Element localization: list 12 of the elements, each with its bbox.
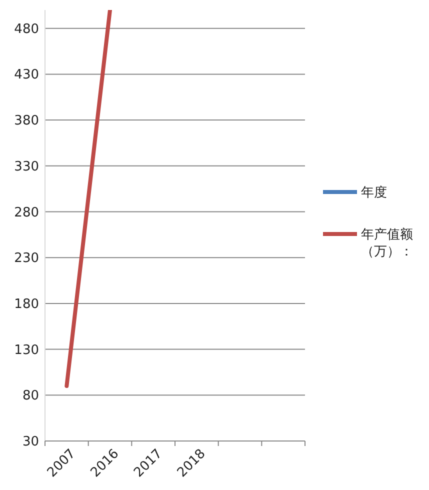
y-tick-label: 380 — [14, 114, 39, 129]
y-tick-label: 280 — [14, 205, 39, 220]
y-tick-label: 430 — [14, 68, 39, 83]
y-tick-label: 180 — [14, 296, 39, 312]
y-tick-label: 330 — [14, 159, 39, 174]
y-tick-label: 130 — [14, 342, 39, 358]
legend-label: 年度 — [361, 184, 387, 201]
y-tick-label: 30 — [22, 434, 39, 450]
y-tick-label: 480 — [14, 22, 39, 37]
y-tick-label: 230 — [14, 251, 39, 266]
legend-label: 年产值额（万）： — [361, 228, 413, 260]
y-tick-label: 80 — [22, 388, 39, 404]
